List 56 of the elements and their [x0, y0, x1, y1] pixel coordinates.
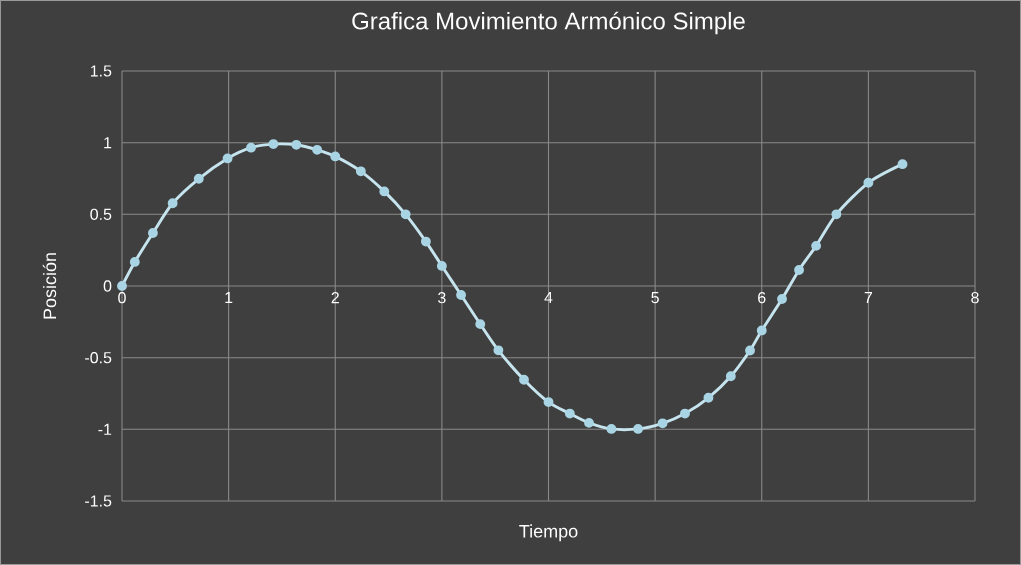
point: [117, 281, 127, 291]
point: [606, 423, 617, 434]
point: [379, 186, 390, 197]
x-tick-label: 7: [864, 292, 873, 304]
point: [355, 166, 366, 177]
y-tick-label: 1: [104, 137, 112, 149]
y-tick-label: -1.5: [85, 495, 112, 507]
point: [167, 198, 178, 209]
point: [519, 374, 529, 385]
y-tick-label: -0.5: [85, 352, 112, 364]
point: [863, 177, 874, 188]
point: [831, 209, 842, 220]
x-tick-label: 3: [438, 292, 446, 304]
point: [268, 139, 279, 150]
x-tick-label: 1: [225, 292, 233, 304]
x-tick-label: 6: [758, 292, 766, 304]
chart-title: Grafica Movimiento Armónico Simple: [352, 11, 745, 35]
y-tick-label: 1.5: [90, 65, 112, 77]
point: [493, 345, 504, 356]
point: [312, 144, 323, 155]
point: [725, 371, 736, 382]
point: [456, 290, 467, 300]
point: [147, 228, 158, 238]
point: [246, 142, 256, 153]
point: [436, 261, 447, 271]
point: [703, 392, 714, 403]
y-axis-title: Posición: [42, 253, 57, 319]
point: [756, 325, 767, 336]
x-tick-label: 2: [331, 292, 339, 304]
x-tick-label: 0: [118, 292, 126, 304]
point: [129, 256, 140, 267]
point: [811, 240, 822, 251]
point: [193, 173, 204, 184]
x-axis-title: Tiempo: [519, 524, 578, 542]
point: [330, 151, 341, 162]
point: [897, 159, 908, 170]
point: [584, 417, 594, 428]
point: [475, 319, 486, 330]
point: [420, 236, 431, 247]
point: [657, 418, 668, 429]
point: [291, 139, 302, 150]
x-tick-label: 8: [971, 292, 979, 304]
y-tick-label: 0: [103, 280, 112, 292]
point: [794, 265, 805, 275]
point: [564, 408, 575, 419]
point: [777, 294, 787, 304]
y-tick-label: 0.5: [90, 208, 112, 220]
x-tick-label: 5: [651, 292, 659, 304]
point: [400, 209, 411, 220]
point: [745, 345, 755, 356]
y-tick-label: -1: [98, 423, 112, 435]
x-tick-label: 4: [544, 292, 553, 304]
point: [222, 153, 233, 164]
point: [633, 423, 644, 434]
point: [543, 397, 554, 408]
point: [680, 408, 690, 419]
